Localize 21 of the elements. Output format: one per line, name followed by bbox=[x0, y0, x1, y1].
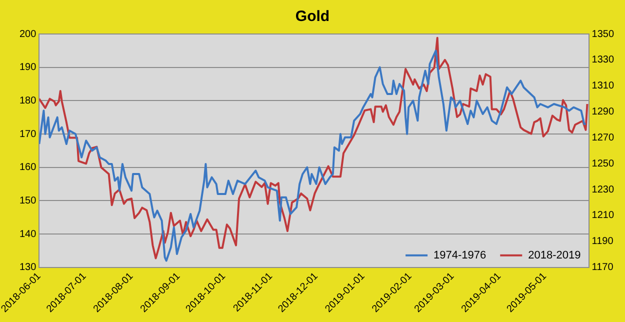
legend-label: 2018-2019 bbox=[528, 249, 581, 262]
y-tick-label: 170 bbox=[19, 128, 37, 140]
y-tick-label: 190 bbox=[19, 62, 37, 74]
y-tick-label: 140 bbox=[19, 228, 37, 240]
y2-tick-label: 1170 bbox=[592, 262, 614, 274]
legend-label: 1974-1976 bbox=[434, 249, 486, 262]
y-tick-label: 150 bbox=[19, 195, 37, 206]
y2-tick-label: 1350 bbox=[592, 28, 614, 40]
y-tick-label: 200 bbox=[19, 28, 37, 40]
y2-tick-label: 1330 bbox=[592, 54, 614, 66]
y2-tick-label: 1230 bbox=[592, 184, 614, 196]
y2-tick-label: 1270 bbox=[592, 132, 614, 144]
y2-tick-label: 1190 bbox=[592, 236, 614, 248]
y2-tick-label: 1210 bbox=[592, 210, 614, 222]
y2-tick-label: 1250 bbox=[592, 158, 614, 170]
y-tick-label: 130 bbox=[19, 262, 37, 274]
y2-tick-label: 1290 bbox=[592, 106, 614, 118]
y-tick-label: 180 bbox=[19, 95, 37, 106]
chart-title: Gold bbox=[295, 8, 330, 26]
y2-tick-label: 1310 bbox=[592, 80, 614, 92]
y-tick-label: 160 bbox=[19, 162, 37, 174]
